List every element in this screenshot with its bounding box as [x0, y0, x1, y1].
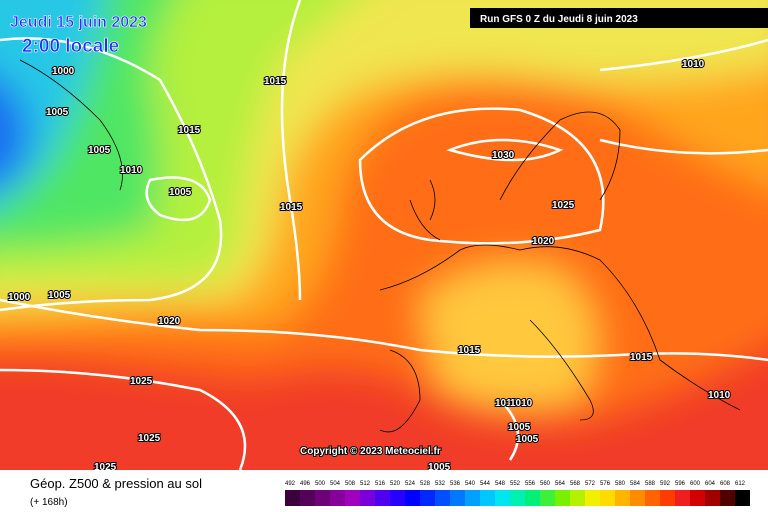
isobar-label: 1005	[508, 422, 531, 433]
isobar-label: 1010	[708, 390, 731, 401]
color-swatch	[375, 490, 390, 506]
isobar-label: 1010	[120, 165, 143, 176]
isobar-label: 1015	[458, 345, 481, 356]
background-field	[0, 0, 768, 470]
color-swatch	[330, 490, 345, 506]
isobar-label: 1010	[510, 398, 533, 409]
color-swatch	[540, 490, 555, 506]
scale-label: 564	[555, 481, 566, 487]
color-scale: 492 496 500 504 508 512 516 520 524 528 532 536 540 5…	[285, 481, 750, 506]
scale-label: 528	[420, 481, 431, 487]
color-swatch	[645, 490, 660, 506]
scale-label: 548	[495, 481, 506, 487]
color-swatch	[735, 490, 750, 506]
isobar-label: 1025	[552, 200, 575, 211]
isobar-label: 1015	[630, 352, 653, 363]
color-swatch	[555, 490, 570, 506]
scale-label: 604	[705, 481, 716, 487]
color-swatch	[675, 490, 690, 506]
isobar-label: 1005	[516, 434, 539, 445]
color-swatch	[705, 490, 720, 506]
coastlines	[19, 59, 741, 433]
color-swatch	[525, 490, 540, 506]
color-swatch	[315, 490, 330, 506]
color-swatch	[405, 490, 420, 506]
scale-label: 520	[390, 481, 401, 487]
scale-label: 600	[690, 481, 701, 487]
color-swatch	[360, 490, 375, 506]
scale-label: 592	[660, 481, 671, 487]
isobar-label: 1015	[280, 202, 303, 213]
scale-label: 588	[645, 481, 656, 487]
color-swatch	[435, 490, 450, 506]
isobar-label: 1005	[88, 145, 111, 156]
scale-label: 568	[570, 481, 581, 487]
isobar-label: 1025	[130, 376, 153, 387]
color-swatch	[660, 490, 675, 506]
scale-label: 536	[450, 481, 461, 487]
isobar-label: 1010	[682, 59, 705, 70]
scale-label: 552	[510, 481, 521, 487]
isobar-label: 1005	[48, 290, 71, 301]
time: 2:00 locale	[22, 36, 119, 57]
color-swatch	[720, 490, 735, 506]
scale-label: 572	[585, 481, 596, 487]
color-swatch	[300, 490, 315, 506]
scale-label: 540	[465, 481, 476, 487]
isobar-label: 1015	[178, 125, 201, 136]
color-swatch	[450, 490, 465, 506]
isobar-label: 1020	[158, 316, 181, 327]
scale-label: 544	[480, 481, 491, 487]
scale-label: 496	[300, 481, 311, 487]
color-swatch	[570, 490, 585, 506]
isobar-label: 1025	[138, 433, 161, 444]
isobar-label: 1030	[492, 150, 515, 161]
scale-label: 608	[720, 481, 731, 487]
scale-label: 596	[675, 481, 686, 487]
scale-label: 532	[435, 481, 446, 487]
color-swatch	[585, 490, 600, 506]
date: Jeudi 15 juin 2023	[10, 14, 147, 31]
scale-label: 508	[345, 481, 356, 487]
color-swatch	[600, 490, 615, 506]
color-swatch	[420, 490, 435, 506]
isobar-label: 1000	[52, 66, 75, 77]
copyright: Copyright © 2023 Meteociel.fr	[300, 446, 441, 457]
color-swatch	[690, 490, 705, 506]
scale-label: 584	[630, 481, 641, 487]
scale-label: 504	[330, 481, 341, 487]
isobar-label: 1000	[8, 292, 31, 303]
run: Run GFS 0 Z du Jeudi 8 juin 2023	[480, 14, 638, 25]
footer-lead: (+ 168h)	[30, 497, 68, 508]
scale-label: 516	[375, 481, 386, 487]
color-swatch	[390, 490, 405, 506]
color-swatch	[615, 490, 630, 506]
scale-label: 580	[615, 481, 626, 487]
scale-label: 500	[315, 481, 326, 487]
color-swatch	[345, 490, 360, 506]
footer-title: Géop. Z500 & pression au sol	[30, 476, 202, 491]
scale-label: 612	[735, 481, 746, 487]
isobar-label: 1005	[169, 187, 192, 198]
color-swatch	[510, 490, 525, 506]
isobar-label: 1005	[46, 107, 69, 118]
color-swatch	[495, 490, 510, 506]
isobar-label: 1015	[264, 76, 287, 87]
scale-label: 524	[405, 481, 416, 487]
run-box	[470, 8, 768, 28]
scale-label: 560	[540, 481, 551, 487]
isobar-label: 1020	[532, 236, 555, 247]
color-swatch	[285, 490, 300, 506]
isobar-labels: 1000100510051010101510051015101510301025…	[7, 58, 732, 474]
color-swatch	[465, 490, 480, 506]
scale-label: 492	[285, 481, 296, 487]
isobar-label: 1010	[495, 398, 518, 409]
color-swatch	[480, 490, 495, 506]
scale-label: 512	[360, 481, 371, 487]
scale-label: 576	[600, 481, 611, 487]
scale-label: 556	[525, 481, 536, 487]
color-swatch	[630, 490, 645, 506]
